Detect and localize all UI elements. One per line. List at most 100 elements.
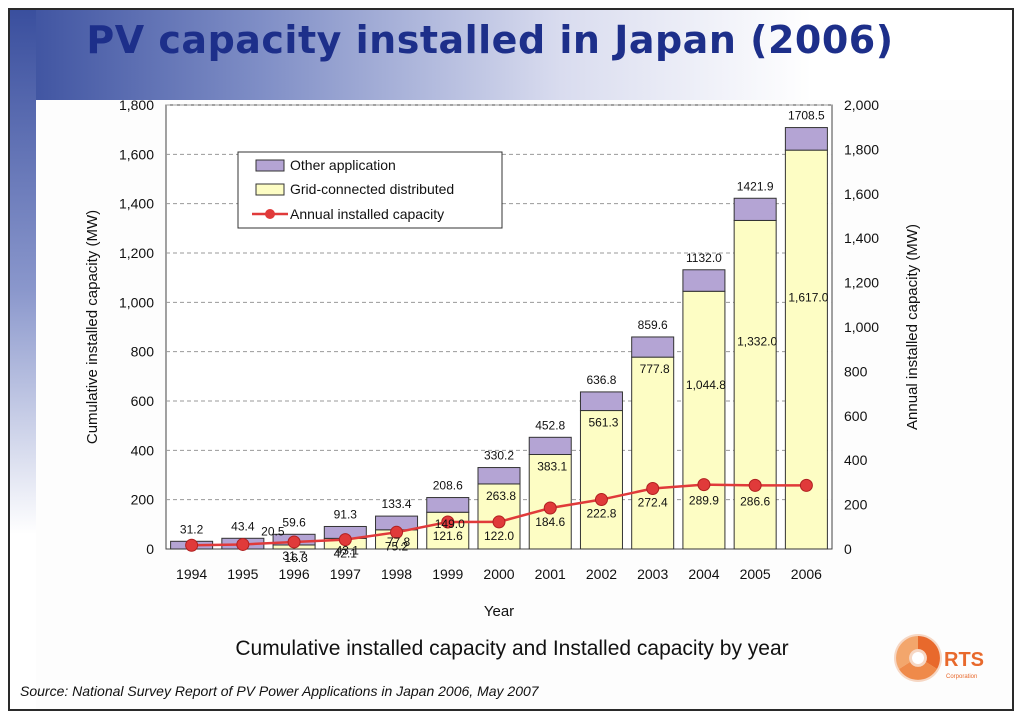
y2-tick-label: 400 (844, 452, 868, 468)
bar-grid-connected (733, 219, 777, 550)
y2-tick-label: 1,200 (844, 275, 879, 291)
total-label: 330.2 (484, 449, 514, 463)
x-axis-title: Year (484, 603, 514, 620)
bar-other-application (733, 197, 777, 221)
header-band (10, 10, 1012, 100)
annual-label: 289.9 (689, 494, 719, 508)
x-tick-label: 2001 (535, 566, 566, 582)
bar-grid-connected (682, 290, 726, 550)
y-tick-label: 600 (131, 393, 155, 409)
total-label: 1708.5 (788, 109, 825, 123)
bar-other-application (528, 436, 572, 456)
logo-subtext: Corporation (946, 674, 977, 680)
chart-caption: Cumulative installed capacity and Instal… (235, 637, 789, 660)
grid-connected-label: 383.1 (537, 460, 567, 474)
annual-label: 286.6 (740, 494, 770, 508)
legend-label-annual: Annual installed capacity (290, 206, 444, 222)
y2-tick-label: 200 (844, 497, 868, 513)
y-tick-label: 1,600 (119, 146, 154, 162)
annual-label: 122.0 (484, 529, 514, 543)
y2-tick-label: 1,400 (844, 230, 879, 246)
left-accent-band (10, 10, 36, 709)
x-tick-label: 2006 (791, 566, 822, 582)
total-label: 452.8 (535, 418, 565, 432)
bar-other-application (477, 467, 521, 485)
x-tick-label: 2000 (483, 566, 514, 582)
y2-tick-label: 1,600 (844, 186, 879, 202)
total-label: 1421.9 (737, 179, 774, 193)
y2-tick-label: 0 (844, 541, 852, 557)
x-tick-label: 2005 (740, 566, 771, 582)
annual-label: 184.6 (535, 515, 565, 529)
y2-tick-label: 800 (844, 363, 868, 379)
annual-label: 31.7 (282, 549, 306, 563)
annual-label: 272.4 (638, 496, 668, 510)
y2-tick-label: 600 (844, 408, 868, 424)
bar-other-application (631, 336, 675, 358)
annual-label: 42.1 (334, 547, 358, 561)
annual-point (492, 515, 506, 529)
x-tick-label: 2002 (586, 566, 617, 582)
x-tick-label: 1999 (432, 566, 463, 582)
total-label: 43.4 (231, 519, 255, 533)
y-tick-label: 400 (131, 442, 155, 458)
legend-swatch-grid (255, 183, 285, 196)
bar-other-application (682, 269, 726, 292)
annual-point (236, 537, 250, 551)
x-tick-label: 1998 (381, 566, 412, 582)
logo-text: RTS (944, 649, 984, 671)
legend-label-other: Other application (290, 157, 396, 173)
rts-logo: RTS Corporation (894, 634, 984, 682)
x-tick-label: 2003 (637, 566, 668, 582)
annual-point (441, 515, 455, 529)
total-label: 208.6 (433, 479, 463, 493)
total-label: 636.8 (586, 373, 616, 387)
x-tick-label: 2004 (688, 566, 719, 582)
annual-point (748, 478, 762, 492)
y2-tick-label: 1,800 (844, 141, 879, 157)
x-tick-label: 1994 (176, 566, 207, 582)
total-label: 31.2 (180, 522, 204, 536)
grid-connected-label: 16.3 (284, 551, 308, 565)
annual-point (799, 478, 813, 492)
annual-point (543, 501, 557, 515)
annual-label: 121.6 (433, 529, 463, 543)
grid-connected-label: 149.0 (435, 517, 465, 531)
grid-connected-label: 43.1 (336, 543, 360, 557)
annual-point (390, 525, 404, 539)
grid-connected-label: 561.3 (588, 416, 618, 430)
grid-connected-label: 1,044.8 (686, 378, 726, 392)
x-tick-label: 1995 (227, 566, 258, 582)
bar-other-application (579, 391, 623, 412)
annual-label: 75.2 (385, 539, 409, 553)
grid-connected-label: 1,617.0 (788, 291, 828, 305)
x-tick-label: 1997 (330, 566, 361, 582)
y-tick-label: 0 (146, 541, 154, 557)
total-label: 59.6 (282, 515, 306, 529)
annual-point (697, 478, 711, 492)
y-tick-label: 1,200 (119, 245, 154, 261)
y-tick-label: 800 (131, 344, 155, 360)
bar-other-application (426, 497, 470, 513)
grid-connected-label: 263.8 (486, 489, 516, 503)
legend-marker-annual (265, 209, 275, 219)
annual-point (185, 538, 199, 552)
grid-connected-label: 777.8 (640, 362, 670, 376)
x-tick-label: 1996 (278, 566, 309, 582)
y2-tick-label: 1,000 (844, 319, 879, 335)
y-tick-label: 1,800 (119, 97, 154, 113)
slide-title: PV capacity installed in Japan (2006) (86, 18, 894, 62)
legend-swatch-other (255, 159, 285, 172)
total-label: 1132.0 (686, 251, 722, 265)
y-tick-label: 200 (131, 492, 155, 508)
annual-label: 222.8 (586, 507, 616, 521)
y2-axis-title: Annual installed capacity (MW) (904, 224, 921, 430)
annual-point (646, 482, 660, 496)
grid-connected-label: 1,332.0 (737, 334, 777, 348)
y-tick-label: 1,400 (119, 196, 154, 212)
y-tick-label: 1,000 (119, 294, 154, 310)
bar-other-application (784, 127, 828, 151)
total-label: 133.4 (382, 497, 412, 511)
total-label: 91.3 (334, 507, 358, 521)
